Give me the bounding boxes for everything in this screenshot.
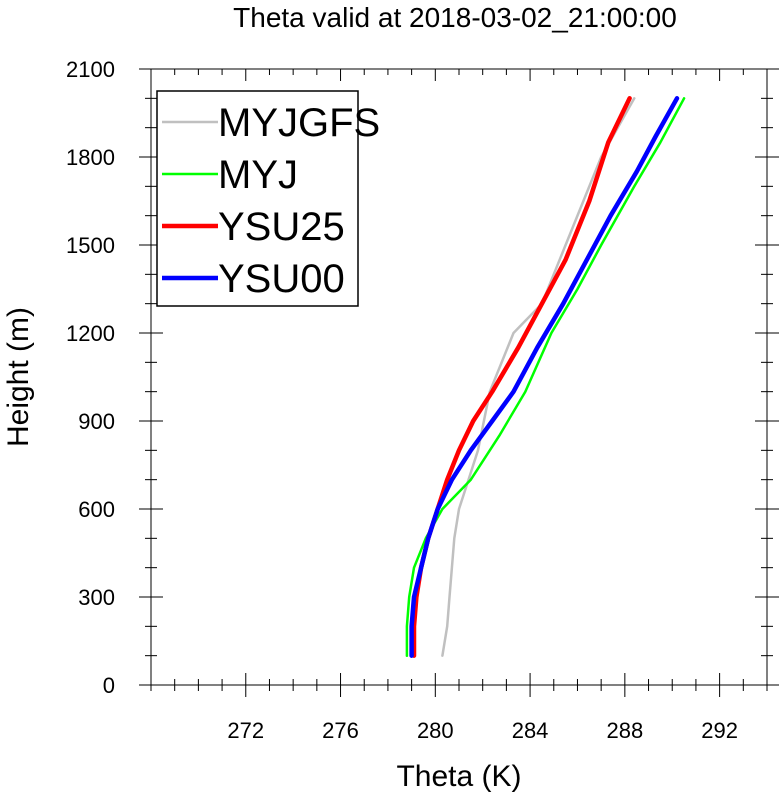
legend-box — [156, 90, 359, 307]
y-axis-label: Height (m) — [2, 307, 35, 447]
series-lines — [405, 96, 686, 658]
x-tick-label: 272 — [227, 718, 264, 743]
y-tick-label: 1500 — [66, 233, 115, 258]
y-tick-label: 2100 — [66, 57, 115, 82]
legend-label: YSU00 — [218, 257, 345, 301]
chart-title: Theta valid at 2018-03-02_21:00:00 — [233, 2, 677, 33]
y-tick-label: 300 — [78, 585, 115, 610]
x-tick-label: 284 — [512, 718, 549, 743]
legend-label: YSU25 — [218, 205, 345, 249]
y-tick-label: 1800 — [66, 145, 115, 170]
legend: MYJGFS MYJ YSU25 YSU00 — [156, 90, 380, 307]
x-tick-labels: 272 276 280 284 288 292 — [227, 718, 738, 743]
series-line-myjgfs — [441, 97, 636, 657]
legend-label: MYJ — [218, 153, 298, 197]
x-tick-label: 276 — [322, 718, 359, 743]
y-tick-label: 900 — [78, 409, 115, 434]
y-tick-label: 600 — [78, 497, 115, 522]
x-axis-label: Theta (K) — [396, 760, 521, 793]
x-tick-label: 288 — [606, 718, 643, 743]
series-line-myj — [405, 97, 686, 657]
y-tick-label: 1200 — [66, 321, 115, 346]
x-tick-label: 280 — [417, 718, 454, 743]
series-line-ysu00 — [409, 96, 680, 658]
y-tick-label: 0 — [103, 673, 115, 698]
x-tick-label: 292 — [701, 718, 738, 743]
axis-ticks — [139, 68, 779, 697]
legend-label: MYJGFS — [218, 101, 380, 145]
y-tick-labels: 0 300 600 900 1200 1500 1800 2100 — [66, 57, 115, 698]
